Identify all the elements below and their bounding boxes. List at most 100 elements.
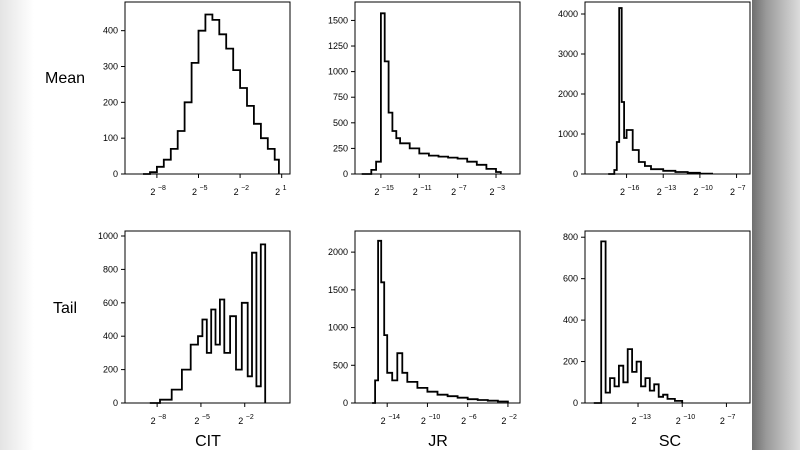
y-tick-label: 1000 [98, 231, 118, 241]
panel-frame [584, 1, 751, 175]
row-label-mean: Mean [45, 70, 85, 87]
x-tick-label: 2 [720, 416, 725, 426]
x-tick-label: 2 [150, 187, 155, 197]
x-tick-exponent: −2 [509, 414, 517, 421]
y-tick-label: 200 [563, 357, 578, 367]
x-tick-exponent: −16 [628, 185, 640, 192]
y-tick-label: 2000 [558, 89, 578, 99]
column-label-cit: CIT [195, 433, 221, 450]
y-tick-label: 3000 [558, 49, 578, 59]
y-tick-label: 4000 [558, 9, 578, 19]
x-tick-exponent: −2 [241, 185, 249, 192]
y-tick-label: 200 [103, 97, 118, 107]
y-tick-label: 750 [333, 92, 348, 102]
x-tick-label: 2 [151, 416, 156, 426]
x-tick-label: 2 [461, 416, 466, 426]
y-tick-label: 0 [573, 398, 578, 408]
histogram-line [361, 12, 502, 175]
x-tick-exponent: −13 [639, 414, 651, 421]
x-tick-exponent: −6 [469, 414, 477, 421]
y-tick-label: 1000 [328, 323, 348, 333]
y-tick-label: 0 [573, 169, 578, 179]
x-tick-label: 2 [381, 416, 386, 426]
histogram-line [608, 7, 713, 175]
x-tick-label: 2 [192, 187, 197, 197]
histogram-line [593, 240, 684, 404]
x-tick-exponent: −13 [664, 185, 676, 192]
y-tick-label: 0 [113, 398, 118, 408]
x-tick-label: 2 [657, 187, 662, 197]
histogram-line [149, 243, 267, 404]
histogram-line [143, 13, 280, 175]
x-tick-exponent: −7 [459, 185, 467, 192]
y-tick-label: 250 [333, 143, 348, 153]
x-tick-label: 2 [501, 416, 506, 426]
y-tick-label: 800 [563, 232, 578, 242]
y-tick-label: 800 [103, 264, 118, 274]
y-tick-label: 400 [103, 26, 118, 36]
panel-frame [124, 1, 291, 175]
x-tick-exponent: −5 [199, 185, 207, 192]
x-tick-exponent: −2 [246, 414, 254, 421]
histogram-line [372, 239, 509, 404]
y-tick-label: 200 [103, 365, 118, 375]
x-tick-label: 2 [413, 187, 418, 197]
x-tick-label: 2 [730, 187, 735, 197]
right-edge-shadow [752, 0, 800, 450]
x-tick-exponent: −15 [382, 185, 394, 192]
x-tick-label: 2 [693, 187, 698, 197]
row-label-tail: Tail [53, 300, 77, 317]
x-tick-label: 2 [275, 187, 280, 197]
x-tick-exponent: 1 [283, 185, 287, 192]
y-tick-label: 1000 [328, 67, 348, 77]
x-tick-exponent: −7 [727, 414, 735, 421]
panel-frame [354, 230, 521, 404]
x-tick-exponent: −5 [202, 414, 210, 421]
x-tick-label: 2 [451, 187, 456, 197]
x-tick-label: 2 [234, 187, 239, 197]
x-tick-label: 2 [490, 187, 495, 197]
column-label-sc: SC [659, 433, 681, 450]
panel-frame [354, 1, 521, 175]
x-tick-label: 2 [421, 416, 426, 426]
x-tick-exponent: −11 [420, 185, 431, 192]
y-tick-label: 0 [343, 398, 348, 408]
y-tick-label: 500 [333, 118, 348, 128]
y-tick-label: 300 [103, 62, 118, 72]
x-tick-label: 2 [632, 416, 637, 426]
y-tick-label: 1500 [328, 15, 348, 25]
y-tick-label: 400 [563, 315, 578, 325]
y-tick-label: 1250 [328, 41, 348, 51]
column-label-jr: JR [428, 433, 448, 450]
y-tick-label: 600 [563, 274, 578, 284]
y-tick-label: 600 [103, 298, 118, 308]
y-tick-label: 0 [113, 169, 118, 179]
y-tick-label: 500 [333, 360, 348, 370]
y-tick-label: 1000 [558, 129, 578, 139]
panel-frame [584, 230, 751, 404]
y-tick-label: 1500 [328, 285, 348, 295]
x-tick-label: 2 [676, 416, 681, 426]
x-tick-exponent: −10 [683, 414, 695, 421]
x-tick-label: 2 [374, 187, 379, 197]
y-tick-label: 0 [343, 169, 348, 179]
x-tick-label: 2 [620, 187, 625, 197]
x-tick-exponent: −8 [158, 414, 166, 421]
x-tick-exponent: −8 [158, 185, 166, 192]
x-tick-exponent: −10 [428, 414, 440, 421]
y-tick-label: 400 [103, 331, 118, 341]
left-edge-shadow [0, 0, 34, 450]
x-tick-label: 2 [238, 416, 243, 426]
x-tick-exponent: −10 [701, 185, 713, 192]
x-tick-exponent: −3 [497, 185, 505, 192]
x-tick-label: 2 [194, 416, 199, 426]
y-tick-label: 2000 [328, 247, 348, 257]
